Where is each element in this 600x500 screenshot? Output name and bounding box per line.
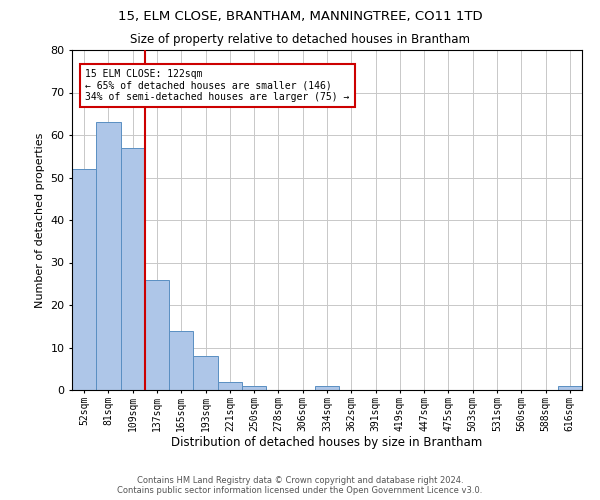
Bar [72, 169, 96, 390]
Text: Contains HM Land Registry data © Crown copyright and database right 2024.
Contai: Contains HM Land Registry data © Crown c… [118, 476, 482, 495]
Bar [218, 382, 242, 390]
Y-axis label: Number of detached properties: Number of detached properties [35, 132, 44, 308]
X-axis label: Distribution of detached houses by size in Brantham: Distribution of detached houses by size … [172, 436, 482, 450]
Bar [315, 386, 339, 390]
Text: Size of property relative to detached houses in Brantham: Size of property relative to detached ho… [130, 32, 470, 46]
Bar [242, 386, 266, 390]
Bar [145, 280, 169, 390]
Text: 15, ELM CLOSE, BRANTHAM, MANNINGTREE, CO11 1TD: 15, ELM CLOSE, BRANTHAM, MANNINGTREE, CO… [118, 10, 482, 23]
Bar [169, 330, 193, 390]
Bar [96, 122, 121, 390]
Bar [193, 356, 218, 390]
Bar [121, 148, 145, 390]
Text: 15 ELM CLOSE: 122sqm
← 65% of detached houses are smaller (146)
34% of semi-deta: 15 ELM CLOSE: 122sqm ← 65% of detached h… [85, 69, 350, 102]
Bar [558, 386, 582, 390]
